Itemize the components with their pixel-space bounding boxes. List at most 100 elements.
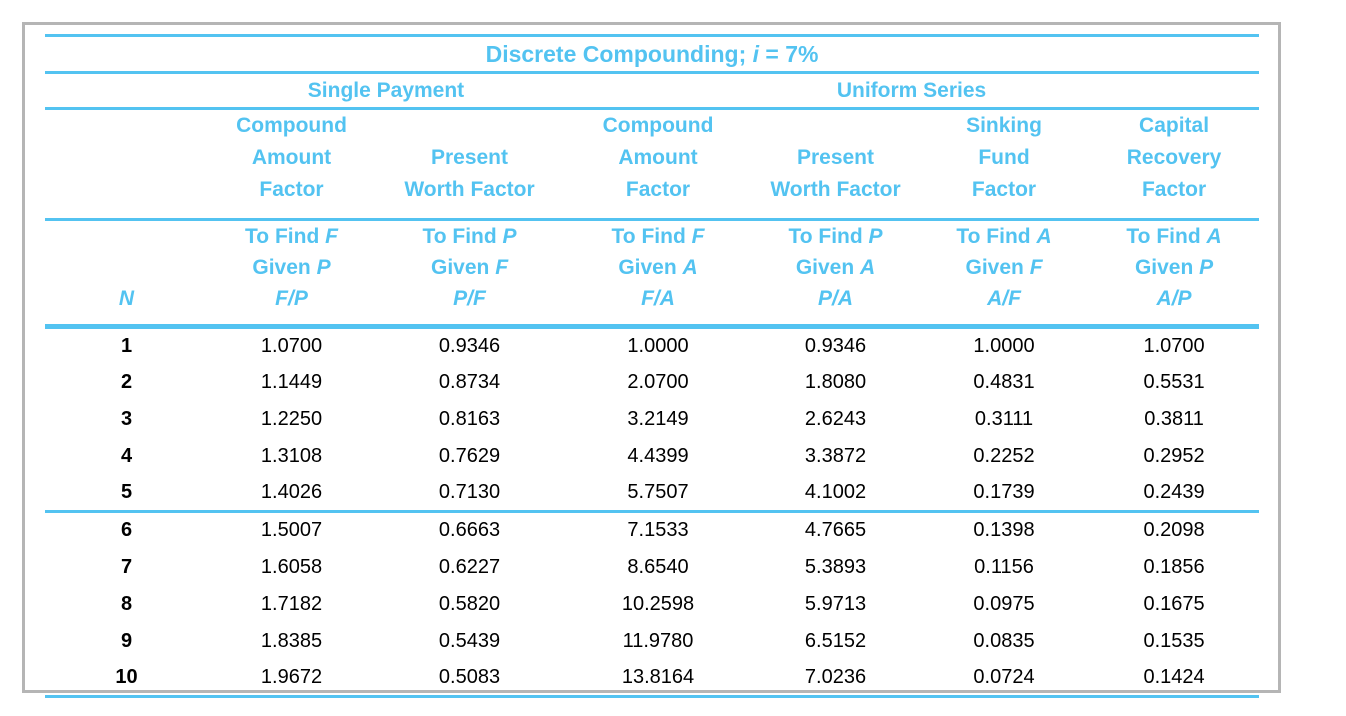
factor-symbol: P/F <box>453 287 486 310</box>
cell-ap: 0.1856 <box>1143 555 1205 578</box>
cell-n: 9 <box>120 629 133 652</box>
given-line: Given P <box>1134 256 1214 279</box>
col-subheader-pf: To Find P Given F P/F <box>375 219 564 329</box>
cell-af: 0.1156 <box>974 555 1034 578</box>
group-header-spacer <box>45 72 208 110</box>
cell-af: 0.0835 <box>973 629 1035 652</box>
cell-ap: 0.3811 <box>1144 407 1204 430</box>
cell-n: 8 <box>120 592 133 615</box>
cell-pa: 5.3893 <box>804 555 867 578</box>
table-row: 2 1.1449 0.8734 2.0700 1.8080 0.4831 0.5… <box>45 364 1259 401</box>
header-line: Fund <box>978 146 1030 169</box>
factor-symbol: F/P <box>275 287 308 310</box>
cell-ap: 0.1535 <box>1143 629 1205 652</box>
factor-symbol: P/A <box>817 287 853 310</box>
cell-af: 1.0000 <box>973 334 1035 357</box>
cell-n: 3 <box>120 407 133 430</box>
cell-pa: 2.6243 <box>804 407 867 430</box>
cell-pf: 0.7130 <box>375 474 564 513</box>
factor-name-row: Compound Amount Factor Present Worth Fac… <box>45 108 1260 221</box>
cell-ap: 0.1675 <box>1143 592 1205 615</box>
cell-fa: 7.1533 <box>627 519 689 542</box>
cell-af: 0.1739 <box>919 474 1089 513</box>
cell-pf: 0.7629 <box>438 444 501 467</box>
cell-fa: 10.2598 <box>621 592 695 615</box>
cell-pf: 0.6663 <box>438 519 501 542</box>
cell-pf: 0.6227 <box>438 555 501 578</box>
cell-af: 0.0975 <box>973 592 1035 615</box>
find-given-row: N To Find F Given P F/P To Find P Given … <box>45 219 1260 329</box>
col-subheader-fp: To Find F Given P F/P <box>208 219 375 329</box>
cell-fa: 1.0000 <box>627 334 689 357</box>
header-line: Sinking <box>966 114 1042 137</box>
factor-symbol: A/P <box>1156 287 1192 310</box>
cell-pf: 0.8163 <box>438 407 501 430</box>
col-subheader-af: To Find A Given F A/F <box>919 219 1089 329</box>
title-prefix: Discrete Compounding; <box>485 40 747 67</box>
cell-fp: 1.5007 <box>260 519 323 542</box>
tofind-line: To Find A <box>1126 225 1222 248</box>
cell-n: 7 <box>120 555 133 578</box>
cell-pa: 0.9346 <box>804 334 867 357</box>
header-line: Amount <box>251 146 332 169</box>
cell-af: 0.4831 <box>973 370 1035 393</box>
factor-symbol: A/F <box>987 287 1021 310</box>
cell-ap: 0.2439 <box>1089 474 1260 513</box>
cell-fa: 8.6540 <box>627 555 689 578</box>
cell-fa: 2.0700 <box>627 370 689 393</box>
header-line: Compound <box>236 114 347 137</box>
cell-ap: 0.5531 <box>1143 370 1205 393</box>
given-line: Given A <box>618 256 698 279</box>
cell-pf: 0.9346 <box>438 334 501 357</box>
cell-af: 0.2252 <box>973 444 1035 467</box>
cell-fp: 1.2250 <box>260 407 323 430</box>
cell-pa: 4.7665 <box>804 519 867 542</box>
cell-ap: 0.1424 <box>1089 659 1260 698</box>
cell-fp: 1.8385 <box>260 629 323 652</box>
header-line: Worth Factor <box>404 178 535 201</box>
cell-fa: 13.8164 <box>564 659 752 698</box>
cell-fp: 1.1449 <box>260 370 323 393</box>
cell-fp: 1.6058 <box>260 555 323 578</box>
tofind-line: To Find P <box>788 225 883 248</box>
cell-af: 0.1398 <box>973 519 1035 542</box>
col-header-compound-amount-factor-fp: Compound Amount Factor <box>208 108 375 221</box>
cell-fp: 1.7182 <box>260 592 323 615</box>
cell-pf: 0.5083 <box>375 659 564 698</box>
given-line: Given F <box>430 256 509 279</box>
table-row: 1 1.0700 0.9346 1.0000 0.9346 1.0000 1.0… <box>45 327 1259 364</box>
table-row: 5 1.4026 0.7130 5.7507 4.1002 0.1739 0.2… <box>45 474 1260 513</box>
cell-n: 6 <box>120 519 133 542</box>
col-subheader-ap: To Find A Given P A/P <box>1089 219 1260 329</box>
cell-fa: 4.4399 <box>627 444 689 467</box>
cell-pa: 4.1002 <box>752 474 919 513</box>
cell-af: 0.0724 <box>919 659 1089 698</box>
col-header-present-worth-factor-pa: Present Worth Factor <box>752 108 919 221</box>
cell-pf: 0.5820 <box>438 592 501 615</box>
given-line: Given F <box>965 256 1043 279</box>
table-row: 10 1.9672 0.5083 13.8164 7.0236 0.0724 0… <box>45 659 1260 698</box>
header-line: Factor <box>971 178 1037 201</box>
cell-af: 0.3111 <box>974 407 1034 430</box>
cell-fa: 3.2149 <box>627 407 689 430</box>
cell-n: 10 <box>45 659 208 698</box>
page-title: Discrete Compounding; i = 7% <box>45 34 1260 74</box>
cell-fp: 1.3108 <box>260 444 323 467</box>
tofind-line: To Find F <box>611 225 705 248</box>
cell-fp: 1.4026 <box>208 474 375 513</box>
table-row: 8 1.7182 0.5820 10.2598 5.9713 0.0975 0.… <box>45 586 1259 623</box>
tofind-line: To Find A <box>956 225 1052 248</box>
title-rate: = 7% <box>765 40 819 67</box>
header-line: Worth Factor <box>770 178 901 201</box>
table-row: 6 1.5007 0.6663 7.1533 4.7665 0.1398 0.2… <box>45 512 1259 549</box>
cell-fp: 1.9672 <box>208 659 375 698</box>
col-header-present-worth-factor-pf: Present Worth Factor <box>375 108 564 221</box>
cell-fp: 1.0700 <box>260 334 323 357</box>
group-header-row: Single Payment Uniform Series <box>45 72 1260 110</box>
cell-n: 4 <box>120 444 133 467</box>
col-subheader-fa: To Find F Given A F/A <box>564 219 752 329</box>
col-subheader-pa: To Find P Given A P/A <box>752 219 919 329</box>
cell-ap: 0.2952 <box>1143 444 1205 467</box>
group-uniform-series: Uniform Series <box>564 72 1260 110</box>
table-row: 4 1.3108 0.7629 4.4399 3.3872 0.2252 0.2… <box>45 438 1259 475</box>
